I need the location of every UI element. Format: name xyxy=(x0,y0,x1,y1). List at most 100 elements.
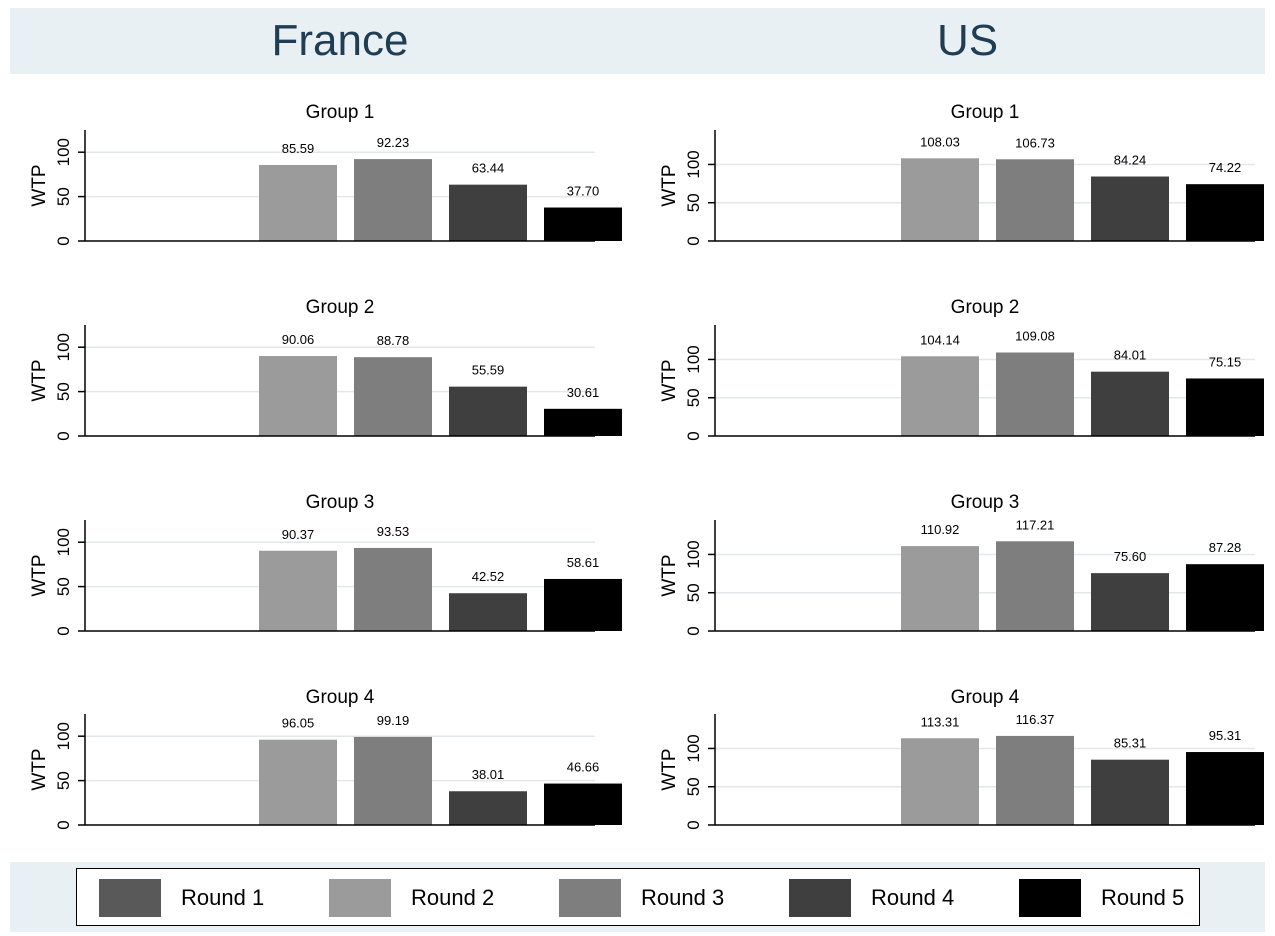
bar-us-g3-5 xyxy=(1186,564,1264,631)
data-label-us-g4-5: 95.31 xyxy=(1209,728,1242,743)
bar-us-g2-3 xyxy=(996,352,1074,436)
bar-us-g4-2 xyxy=(901,738,979,825)
data-label-france-g1-3: 92.23 xyxy=(377,135,410,150)
bar-france-g4-5 xyxy=(544,783,622,825)
y-tick-label-france-g1-100: 100 xyxy=(54,138,73,166)
bar-us-g1-5 xyxy=(1186,184,1264,241)
bar-france-g3-5 xyxy=(544,578,622,631)
y-axis-label-france-g2: WTP xyxy=(29,359,50,401)
bar-us-g3-3 xyxy=(996,541,1074,631)
panel-title-france-g1: Group 1 xyxy=(306,102,375,123)
y-tick-label-us-g2-100: 100 xyxy=(684,345,703,373)
data-label-france-g4-3: 99.19 xyxy=(377,713,410,728)
legend-swatch-round-2 xyxy=(329,879,391,917)
y-tick-label-france-g2-50: 50 xyxy=(54,382,73,401)
bar-us-g2-2 xyxy=(901,356,979,436)
y-axis-label-france-g4: WTP xyxy=(29,748,50,790)
y-tick-label-france-g1-50: 50 xyxy=(54,187,73,206)
y-tick-label-france-g2-100: 100 xyxy=(54,333,73,361)
bar-us-g2-5 xyxy=(1186,378,1264,436)
data-label-us-g3-4: 75.60 xyxy=(1114,549,1147,564)
data-label-france-g1-2: 85.59 xyxy=(282,141,315,156)
legend-label-round-3: Round 3 xyxy=(641,885,725,910)
data-label-france-g3-2: 90.37 xyxy=(282,527,315,542)
legend-swatch-round-1 xyxy=(99,879,161,917)
bar-france-g2-2 xyxy=(259,356,337,436)
data-label-us-g1-4: 84.24 xyxy=(1114,153,1147,168)
bar-us-g2-4 xyxy=(1091,371,1169,436)
column-title-france: France xyxy=(10,8,670,74)
data-label-france-g4-4: 38.01 xyxy=(472,767,505,782)
legend-swatch-round-4 xyxy=(789,879,851,917)
y-tick-label-us-g4-100: 100 xyxy=(684,734,703,762)
data-label-us-g4-3: 116.37 xyxy=(1016,712,1055,727)
y-axis-label-us-g3: WTP xyxy=(659,554,680,596)
bar-france-g2-4 xyxy=(449,386,527,436)
bar-us-g1-4 xyxy=(1091,176,1169,241)
data-label-us-g3-5: 87.28 xyxy=(1209,540,1242,555)
legend-swatch-round-5 xyxy=(1019,879,1081,917)
data-label-us-g3-2: 110.92 xyxy=(921,522,960,537)
legend-label-round-4: Round 4 xyxy=(871,885,955,910)
y-tick-label-france-g3-50: 50 xyxy=(54,577,73,596)
data-label-france-g2-3: 88.78 xyxy=(377,333,410,348)
data-label-us-g2-2: 104.14 xyxy=(920,332,960,347)
y-tick-label-france-g2-0: 0 xyxy=(54,431,73,440)
legend-label-round-1: Round 1 xyxy=(181,885,265,910)
y-tick-label-us-g4-50: 50 xyxy=(684,777,703,796)
y-tick-label-france-g4-100: 100 xyxy=(54,722,73,750)
y-tick-label-us-g3-50: 50 xyxy=(684,583,703,602)
y-tick-label-us-g1-50: 50 xyxy=(684,193,703,212)
data-label-us-g4-4: 85.31 xyxy=(1114,736,1147,751)
y-tick-label-france-g1-0: 0 xyxy=(54,236,73,245)
data-label-france-g4-2: 96.05 xyxy=(282,716,315,731)
y-tick-label-us-g2-50: 50 xyxy=(684,388,703,407)
legend: Round 1 Round 2 Round 3 Round 4 Round 5 xyxy=(76,868,1200,926)
panel-title-france-g2: Group 2 xyxy=(306,297,375,318)
y-tick-label-us-g1-0: 0 xyxy=(684,236,703,245)
data-label-us-g1-3: 106.73 xyxy=(1015,135,1055,150)
bar-us-g1-3 xyxy=(996,159,1074,241)
y-axis-label-us-g4: WTP xyxy=(659,748,680,790)
y-tick-label-france-g4-50: 50 xyxy=(54,771,73,790)
bar-france-g1-3 xyxy=(354,159,432,241)
panel-title-us-g4: Group 4 xyxy=(951,687,1020,708)
y-axis-label-us-g2: WTP xyxy=(659,359,680,401)
bar-france-g1-4 xyxy=(449,184,527,241)
y-tick-label-france-g4-0: 0 xyxy=(54,820,73,829)
panel-title-us-g3: Group 3 xyxy=(951,492,1020,513)
bar-france-g4-4 xyxy=(449,791,527,825)
bar-france-g2-5 xyxy=(544,408,622,436)
bar-us-g4-3 xyxy=(996,735,1074,825)
data-label-us-g1-2: 108.03 xyxy=(920,134,960,149)
panel-title-us-g1: Group 1 xyxy=(951,102,1020,123)
data-label-us-g4-2: 113.31 xyxy=(921,714,960,729)
data-label-france-g3-5: 58.61 xyxy=(567,555,600,570)
bar-france-g3-4 xyxy=(449,593,527,631)
data-label-france-g2-5: 30.61 xyxy=(567,385,600,400)
bar-france-g3-3 xyxy=(354,547,432,631)
y-tick-label-us-g3-0: 0 xyxy=(684,626,703,635)
panel-title-france-g3: Group 3 xyxy=(306,492,375,513)
data-label-us-g1-5: 74.22 xyxy=(1209,160,1242,175)
legend-label-round-5: Round 5 xyxy=(1101,885,1185,910)
bar-france-g2-3 xyxy=(354,357,432,436)
bar-france-g1-5 xyxy=(544,207,622,241)
data-label-france-g4-5: 46.66 xyxy=(567,760,600,775)
data-label-us-g3-3: 117.21 xyxy=(1016,517,1055,532)
data-label-us-g2-4: 84.01 xyxy=(1114,348,1147,363)
bar-us-g4-5 xyxy=(1186,752,1264,825)
bar-us-g3-2 xyxy=(901,546,979,631)
y-tick-label-us-g2-0: 0 xyxy=(684,431,703,440)
bar-france-g1-2 xyxy=(259,164,337,241)
legend-area: Round 1 Round 2 Round 3 Round 4 Round 5 xyxy=(10,862,1265,932)
data-label-us-g2-3: 109.08 xyxy=(1015,328,1055,343)
y-tick-label-us-g1-100: 100 xyxy=(684,150,703,178)
y-axis-label-france-g1: WTP xyxy=(29,164,50,206)
data-label-france-g2-2: 90.06 xyxy=(282,332,315,347)
data-label-france-g1-4: 63.44 xyxy=(472,161,505,176)
y-axis-label-france-g3: WTP xyxy=(29,554,50,596)
legend-label-round-2: Round 2 xyxy=(411,885,495,910)
